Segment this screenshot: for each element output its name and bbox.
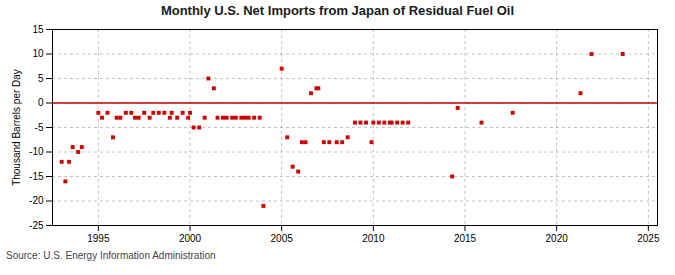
html-text:Source: U.S. Energy Informatio: Source: U.S. Energy Information Administ… xyxy=(6,250,216,261)
svg-text:2005: 2005 xyxy=(271,233,294,244)
svg-text:2000: 2000 xyxy=(179,233,202,244)
svg-text:-10: -10 xyxy=(29,146,44,157)
svg-text:-5: -5 xyxy=(35,122,44,133)
svg-text:10: 10 xyxy=(32,48,44,59)
svg-text:0: 0 xyxy=(38,97,44,108)
svg-text:15: 15 xyxy=(32,24,44,35)
html-text:Monthly U.S. Net Imports from: Monthly U.S. Net Imports from Japan of R… xyxy=(160,3,515,18)
svg-text:-15: -15 xyxy=(29,171,44,182)
svg-text:-20: -20 xyxy=(29,195,44,206)
svg-text:-25: -25 xyxy=(29,220,44,231)
svg-text:5: 5 xyxy=(38,73,44,84)
svg-text:2015: 2015 xyxy=(454,233,477,244)
svg-text:1995: 1995 xyxy=(87,233,110,244)
svg-text:2020: 2020 xyxy=(546,233,569,244)
svg-text:Thousand Barrels per Day: Thousand Barrels per Day xyxy=(11,69,22,186)
svg-text:2010: 2010 xyxy=(362,233,385,244)
svg-text:2025: 2025 xyxy=(637,233,660,244)
